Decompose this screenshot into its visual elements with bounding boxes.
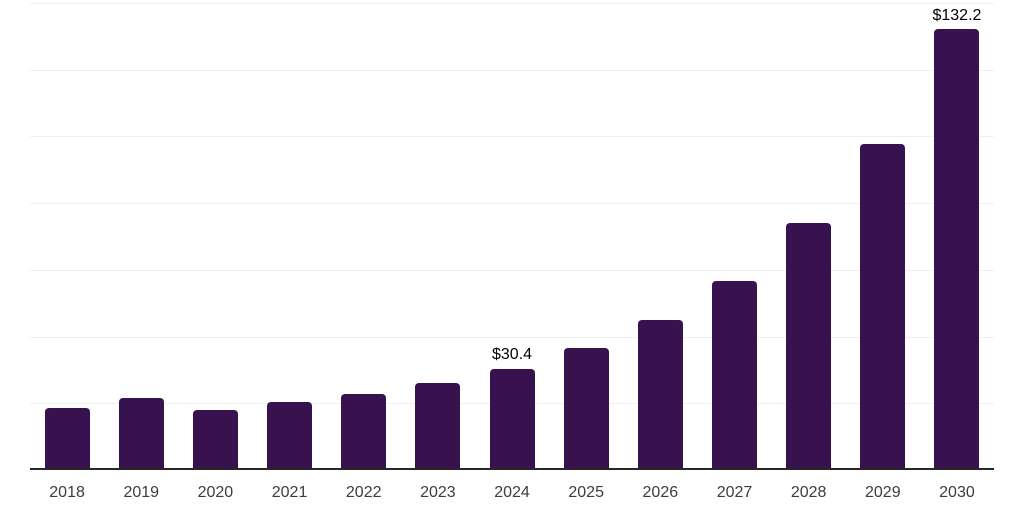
plot-area: $30.4 $132.2 [30, 3, 994, 470]
bar-2029[interactable] [860, 143, 906, 470]
x-tick-2022: 2022 [345, 484, 382, 501]
bar-slot-2029 [846, 3, 920, 470]
x-tick-2028: 2028 [790, 484, 827, 501]
bar-2023[interactable] [415, 382, 461, 470]
bar-2025[interactable] [563, 348, 609, 470]
x-tick-2026: 2026 [642, 484, 679, 501]
bar-2030[interactable]: $132.2 [932, 7, 981, 470]
x-tick-2021: 2021 [271, 484, 308, 501]
bar-2019[interactable] [118, 397, 164, 470]
bar-slot-2028 [772, 3, 846, 470]
bar-2021[interactable] [267, 401, 313, 470]
gridline-140 [30, 3, 994, 4]
x-tick-2023: 2023 [420, 484, 456, 501]
x-tick-2025: 2025 [568, 484, 604, 501]
bar-slot-2027 [697, 3, 771, 470]
x-tick-2024: 2024 [494, 484, 530, 501]
bar-slot-2022 [327, 3, 401, 470]
x-tick-2029: 2029 [865, 484, 901, 501]
bar-slot-2020 [178, 3, 252, 470]
bar-2020[interactable] [192, 409, 238, 470]
x-tick-2030: 2030 [939, 484, 975, 501]
gridline-100 [30, 136, 994, 138]
bar-slot-2024: $30.4 [475, 3, 549, 470]
x-tick-2018: 2018 [49, 484, 85, 501]
bar-2022[interactable] [341, 394, 387, 470]
bar-2024[interactable]: $30.4 [489, 346, 535, 470]
bar-slot-2030: $132.2 [920, 3, 994, 470]
x-tick-2020: 2020 [197, 484, 234, 501]
bar-slot-2025 [549, 3, 623, 470]
bar-2027[interactable] [711, 280, 757, 470]
gridline-60 [30, 269, 994, 271]
bars: $30.4 $132.2 [30, 3, 994, 470]
gridline-80 [30, 203, 994, 205]
x-tick-2019: 2019 [123, 484, 160, 501]
x-axis-labels: 2018 2019 2020 2021 2022 2023 2024 2025 2026 2027… [30, 484, 994, 502]
bar-slot-2019 [104, 3, 178, 470]
bar-slot-2021 [252, 3, 326, 470]
bar-slot-2023 [401, 3, 475, 470]
gridline-120 [30, 69, 994, 71]
bar-2026[interactable] [637, 319, 683, 470]
bar-slot-2026 [623, 3, 697, 470]
x-axis-line [30, 468, 994, 470]
x-tick-2027: 2027 [716, 484, 753, 501]
bar-2028[interactable] [786, 223, 832, 470]
gridline-40 [30, 336, 994, 338]
data-label-2030: $132.2 [932, 6, 982, 24]
bar-slot-2018 [30, 3, 104, 470]
data-label-2024: $30.4 [491, 346, 533, 364]
bar-2018[interactable] [44, 407, 90, 470]
